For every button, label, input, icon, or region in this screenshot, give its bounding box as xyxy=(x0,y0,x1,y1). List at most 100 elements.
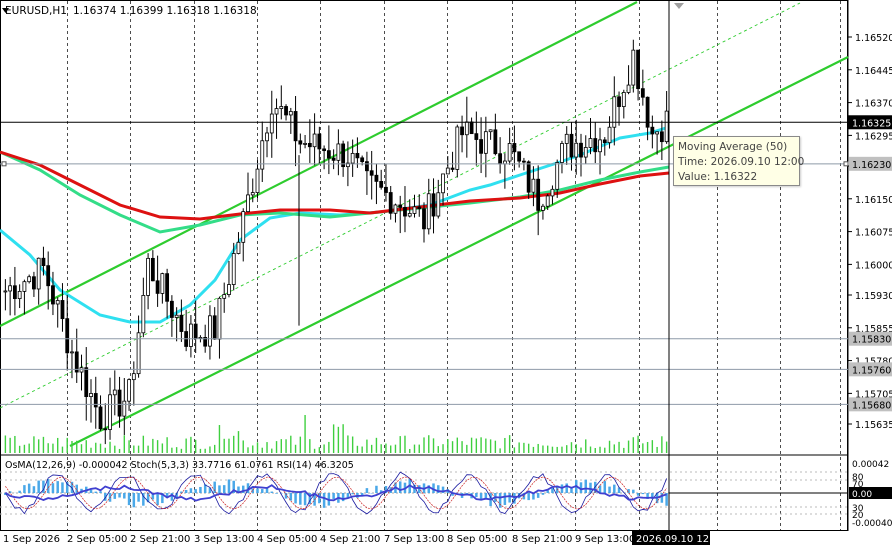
time-label: 7 Sep 13:00 xyxy=(384,534,444,545)
chevron-down-icon[interactable] xyxy=(2,8,9,13)
moving-average-mid xyxy=(0,150,670,234)
candle-body xyxy=(117,389,122,417)
price-label: 1.15635 xyxy=(855,420,892,431)
time-label: 9 Sep 13:00 xyxy=(575,534,635,545)
volume-bars xyxy=(4,415,668,453)
candle-body xyxy=(479,139,483,154)
level-anchor xyxy=(1,161,7,167)
candle-body xyxy=(431,193,436,217)
candle-body xyxy=(517,151,522,162)
ma-tooltip: Moving Average (50) Time: 2026.09.10 12:… xyxy=(673,136,805,186)
channel-lower-line xyxy=(69,56,849,447)
candle-body xyxy=(498,153,503,165)
candle-body xyxy=(384,186,388,193)
candle-body xyxy=(60,300,65,320)
candle-body xyxy=(279,106,284,109)
candle-body xyxy=(541,205,545,211)
price-label: 1.16150 xyxy=(855,195,892,206)
candle-body xyxy=(441,173,445,194)
candle-body xyxy=(46,265,51,287)
candle-body xyxy=(55,300,60,305)
candle-body xyxy=(36,257,41,290)
candle-body xyxy=(403,207,407,217)
candle-body xyxy=(212,315,217,340)
indicator-header: OsMA(12,26,9) -0.000042 Stoch(5,3,3) 33.… xyxy=(5,460,354,471)
tooltip-value: Value: 1.16322 xyxy=(678,171,758,183)
candle-body xyxy=(51,285,55,305)
candle-body xyxy=(189,323,193,347)
candle-body xyxy=(507,143,512,162)
price-label: 1.16075 xyxy=(855,228,892,239)
candle-body xyxy=(155,280,160,294)
candle-body xyxy=(545,195,550,207)
price-candles xyxy=(3,39,669,445)
candle-body xyxy=(493,129,498,155)
time-axis: 1 Sep 2026 2 Sep 05:00 2 Sep 21:00 3 Sep 13… xyxy=(3,534,635,545)
candle-body xyxy=(146,257,150,296)
level-anchor xyxy=(843,161,849,167)
candle-body xyxy=(512,143,517,153)
candle-body xyxy=(341,143,346,168)
candle-body xyxy=(602,139,607,144)
candle-body xyxy=(379,180,384,188)
level-price-box xyxy=(849,397,892,412)
price-label: 1.15855 xyxy=(855,324,892,335)
candle-body xyxy=(250,192,255,196)
indicator-axis-label: 80 xyxy=(852,473,864,483)
candle-body xyxy=(227,284,231,295)
price-label: 1.16000 xyxy=(855,260,892,271)
candle-body xyxy=(355,152,360,159)
level-price-box xyxy=(849,331,892,346)
candle-body xyxy=(360,157,365,163)
time-label: 3 Sep 13:00 xyxy=(194,534,254,545)
time-cursor-label: 2026.09.10 12:00 xyxy=(636,534,725,545)
candle-body xyxy=(98,406,103,430)
candle-body xyxy=(17,290,22,300)
candle-body xyxy=(664,110,669,143)
candle-body xyxy=(241,211,246,243)
indicator-axis-label: 0.00 xyxy=(852,490,872,500)
candle-body xyxy=(631,49,636,86)
candle-body xyxy=(636,49,640,90)
candle-body xyxy=(522,160,526,163)
candle-body xyxy=(574,142,579,158)
candle-body xyxy=(650,126,655,135)
candle-body xyxy=(607,126,612,144)
current-price-label: 1.16325 xyxy=(852,118,891,129)
level-price-label: 1.15680 xyxy=(852,400,891,411)
chart-shift-marker[interactable] xyxy=(674,3,684,9)
tooltip-name: Moving Average (50) xyxy=(678,141,788,153)
moving-average-fast xyxy=(0,125,670,324)
candle-body xyxy=(445,167,450,175)
candle-body xyxy=(12,285,17,300)
time-label: 2 Sep 05:00 xyxy=(67,534,127,545)
time-label: 4 Sep 21:00 xyxy=(320,534,380,545)
rsi-line xyxy=(4,484,667,502)
level-price-label: 1.15830 xyxy=(852,335,891,346)
time-label: 1 Sep 2026 xyxy=(3,534,60,545)
candle-body xyxy=(32,276,36,290)
candle-body xyxy=(160,273,165,294)
tooltip-time: Time: 2026.09.10 12:00 xyxy=(678,156,805,168)
price-label: 1.16295 xyxy=(855,131,892,142)
candle-body xyxy=(393,204,398,214)
candle-body xyxy=(231,253,236,285)
candle-body xyxy=(626,84,631,93)
price-label: 1.15780 xyxy=(855,357,892,368)
level-price-box xyxy=(849,156,892,171)
candle-body xyxy=(193,323,198,339)
candle-body xyxy=(169,300,174,318)
candle-body xyxy=(27,276,32,283)
candle-body xyxy=(3,290,8,293)
time-label: 2 Sep 21:00 xyxy=(130,534,190,545)
candle-body xyxy=(331,157,336,161)
candle-body xyxy=(483,131,488,154)
candle-body xyxy=(322,148,327,152)
stoch-main-line xyxy=(5,471,667,515)
indicator-axis-label: 0.00042 xyxy=(852,460,889,470)
candle-body xyxy=(640,88,645,98)
candle-body xyxy=(612,96,617,128)
candle-body xyxy=(345,162,350,168)
current-price-box xyxy=(848,115,892,130)
